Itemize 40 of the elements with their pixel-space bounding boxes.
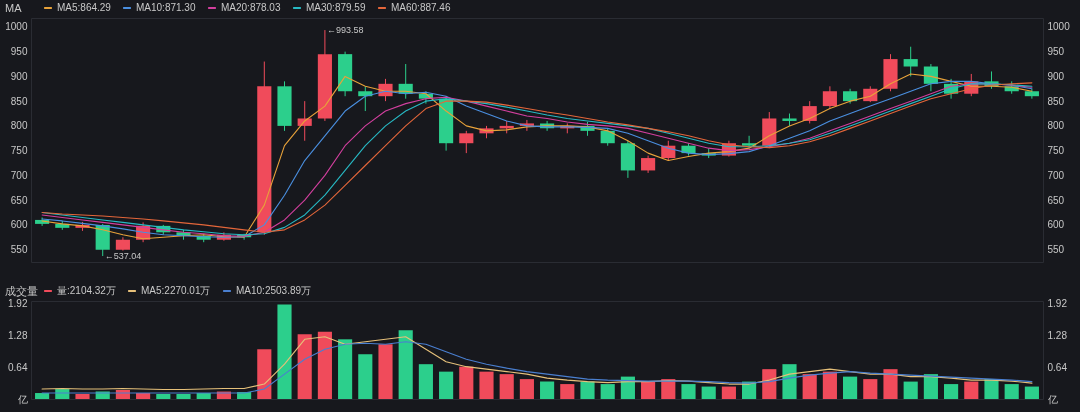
y-tick-label: 900 [10, 70, 28, 82]
legend-label: 量:2104.32万 [57, 285, 116, 296]
y2-tick-label: 600 [1047, 219, 1065, 231]
chart-title: 成交量 [5, 285, 38, 297]
legend-label: MA10:871.30 [136, 2, 196, 13]
y2-tick-label: 1000 [1047, 21, 1071, 33]
y-tick-label: 1000 [5, 21, 28, 33]
y2-tick-label: 750 [1047, 145, 1065, 157]
y2-tick-label: 0.64 [1047, 361, 1068, 373]
y-tick-label: 亿 [16, 393, 28, 405]
y2-tick-label: 850 [1047, 95, 1065, 107]
y-tick-label: 750 [10, 145, 28, 157]
legend-label: MA5:864.29 [57, 2, 112, 13]
y-tick-label: 0.64 [8, 361, 28, 373]
y2-tick-label: 700 [1047, 169, 1065, 181]
legend-label: MA10:2503.89万 [236, 285, 312, 296]
legend-label: MA60:887.46 [391, 2, 451, 13]
y2-tick-label: 800 [1047, 120, 1065, 132]
y-tick-label: 650 [10, 194, 28, 206]
y2-tick-label: 1.92 [1047, 297, 1068, 309]
y2-tick-label: 900 [1047, 70, 1065, 82]
y-tick-label: 950 [10, 46, 28, 58]
y2-tick-label: 950 [1047, 46, 1065, 58]
y-tick-label: 1.92 [8, 297, 28, 309]
y-tick-label: 550 [10, 244, 28, 256]
annotation: ←993.58 [326, 25, 364, 36]
y2-tick-label: 550 [1047, 244, 1065, 256]
y-tick-label: 600 [10, 219, 28, 231]
chart-title: MA [5, 2, 23, 14]
legend-label: MA5:2270.01万 [141, 285, 211, 296]
y-tick-label: 850 [10, 95, 28, 107]
y-tick-label: 1.28 [8, 329, 28, 341]
y-tick-label: 700 [10, 169, 28, 181]
y2-tick-label: 650 [1047, 194, 1065, 206]
legend-label: MA20:878.03 [221, 2, 281, 13]
y2-tick-label: 1.28 [1047, 329, 1068, 341]
y2-tick-label: 亿 [1046, 393, 1058, 405]
legend-label: MA30:879.59 [306, 2, 366, 13]
y-tick-label: 800 [10, 120, 28, 132]
annotation: ←537.04 [104, 251, 142, 262]
